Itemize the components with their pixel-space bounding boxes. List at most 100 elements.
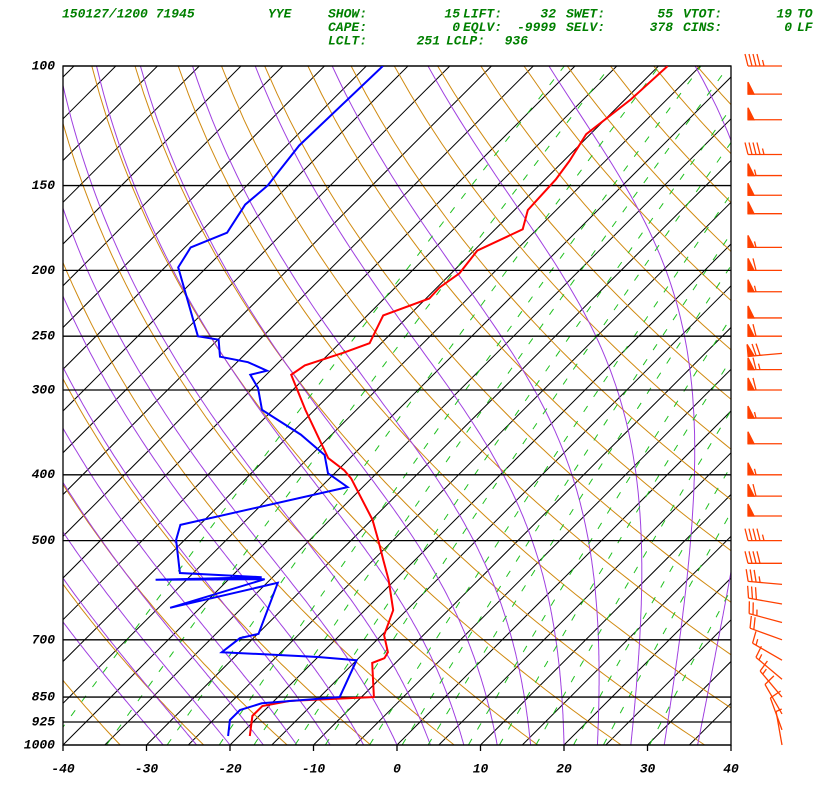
y-tick-label: 850 — [32, 690, 56, 705]
moist-adiabat — [427, 66, 643, 745]
x-tick-label: 20 — [556, 761, 572, 776]
barb-feather — [746, 585, 750, 599]
barb-feather — [748, 551, 753, 564]
wind-barb — [775, 708, 783, 746]
wind-barb — [744, 528, 782, 542]
barb-feather — [748, 53, 753, 67]
wind-barb — [755, 645, 783, 680]
dry-adiabat — [480, 66, 731, 351]
isotherm — [63, 66, 576, 579]
wind-barb — [747, 258, 782, 272]
barb-flag — [747, 431, 756, 445]
wind-barb — [747, 323, 782, 337]
barb-flag — [747, 305, 756, 319]
dry-adiabat — [783, 66, 816, 745]
barb-staff — [759, 670, 783, 698]
isotherm — [313, 326, 731, 745]
mixing-ratio-line — [401, 232, 731, 745]
barb-feather — [764, 675, 775, 685]
barb-staff — [748, 597, 783, 605]
barb-staff — [748, 580, 783, 586]
isotherm — [63, 66, 451, 454]
isotherm — [104, 118, 731, 745]
mixing-ratio-line — [535, 409, 731, 745]
isotherm — [647, 660, 731, 745]
isotherm — [605, 619, 731, 745]
barb-staff — [748, 613, 783, 624]
dry-adiabat — [610, 66, 731, 204]
isotherm — [563, 577, 731, 745]
barb-flag — [747, 357, 756, 371]
isotherm — [63, 66, 534, 537]
barb-feather — [755, 645, 762, 658]
wind-barb — [747, 405, 782, 419]
barb-half — [758, 576, 761, 583]
barb-feather — [744, 53, 749, 67]
wind-barb — [745, 569, 783, 586]
barb-feather — [753, 617, 756, 630]
isotherm — [146, 159, 731, 745]
barb-flag — [747, 235, 756, 249]
wind-barb — [747, 377, 782, 391]
wind-barb — [747, 462, 782, 476]
profile-line — [248, 66, 669, 737]
dry-adiabat — [63, 679, 121, 745]
plot-frame — [62, 65, 732, 746]
index-value: 32 — [540, 6, 556, 21]
barb-feather — [752, 528, 757, 541]
isotherm — [63, 66, 367, 370]
y-tick-label: 500 — [32, 533, 56, 548]
barb-half — [755, 639, 759, 646]
barb-feather — [752, 258, 757, 271]
barb-feather — [751, 343, 757, 356]
barb-flag — [747, 377, 756, 391]
wind-barb — [746, 585, 783, 605]
x-tick-label: 10 — [473, 761, 489, 776]
index-label: CINS: — [683, 20, 722, 35]
wind-barb — [747, 483, 782, 497]
isotherm — [480, 493, 731, 745]
moist-adiabat — [730, 742, 731, 745]
index-value: 19 — [776, 6, 792, 21]
barb-feather — [745, 569, 749, 582]
barb-half — [757, 363, 761, 370]
y-tick-label: 100 — [32, 58, 56, 73]
index-value: 0 — [784, 20, 792, 35]
moist-adiabat — [331, 66, 600, 745]
isotherm — [63, 66, 492, 496]
y-tick-label: 200 — [32, 263, 56, 278]
barb-feather — [756, 528, 761, 541]
barb-feather — [752, 324, 757, 337]
index-label: VTOT: — [683, 6, 722, 21]
barb-staff — [764, 684, 783, 715]
index-label: LF — [797, 20, 814, 35]
barb-feather — [756, 551, 761, 564]
barb-half — [753, 411, 757, 419]
index-label: EQLV: — [463, 20, 502, 35]
isotherm — [63, 66, 117, 120]
wind-barb — [747, 503, 782, 517]
wind-barb — [747, 305, 782, 319]
moist-adiabat — [254, 66, 565, 745]
isotherm — [63, 66, 284, 287]
y-tick-label: 250 — [32, 329, 56, 344]
barb-flag — [747, 258, 756, 272]
mixing-ratio-line — [602, 511, 731, 745]
index-label: SWET: — [566, 6, 605, 21]
barb-feather — [752, 357, 757, 370]
x-tick-label: 0 — [393, 761, 401, 776]
wind-barb — [744, 551, 782, 564]
mixing-ratio-line — [218, 66, 702, 745]
y-tick-label: 700 — [32, 632, 56, 647]
barb-flag — [747, 405, 756, 419]
isotherm — [63, 66, 200, 203]
x-tick-label: -30 — [135, 761, 159, 776]
barb-half — [762, 668, 767, 675]
y-tick-label: 300 — [32, 382, 56, 397]
profile-line — [155, 66, 384, 737]
barb-feather — [751, 631, 757, 644]
index-label: TO — [797, 6, 813, 21]
dry-adiabat — [63, 583, 205, 745]
barb-feather — [756, 53, 761, 67]
background-lines — [63, 66, 816, 745]
